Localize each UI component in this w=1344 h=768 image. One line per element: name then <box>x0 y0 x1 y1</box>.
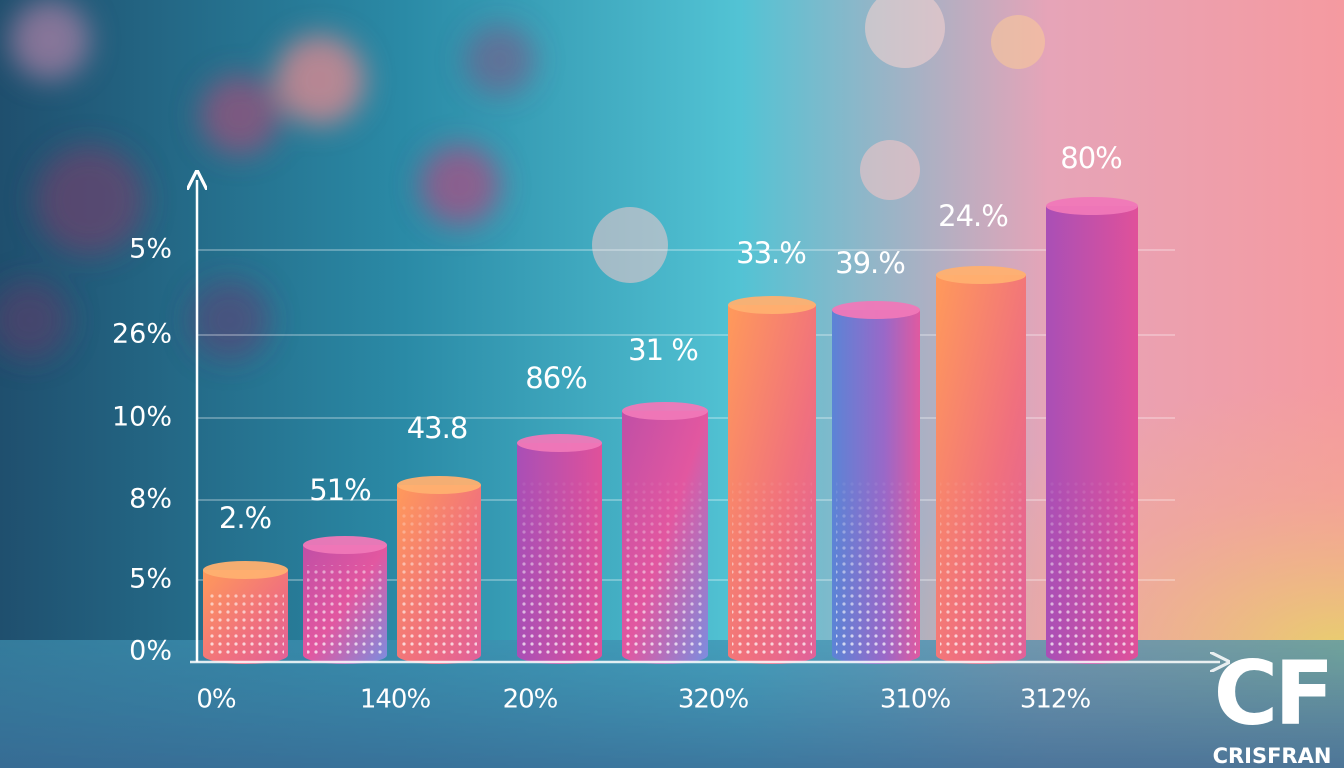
bar-top <box>203 561 288 579</box>
bar-top <box>832 301 920 319</box>
bar-top <box>622 402 708 420</box>
logo: CF <box>1214 642 1331 745</box>
bar-label: 39.% <box>835 246 905 280</box>
bar-label: 43.8 <box>407 411 468 445</box>
bar-label: 33.% <box>736 236 806 270</box>
y-axis-label: 8% <box>129 484 172 515</box>
bar-dots <box>401 505 477 655</box>
y-axis-label: 5% <box>129 564 172 595</box>
bar-dots <box>732 480 812 655</box>
y-axis-label: 5% <box>129 234 172 265</box>
bar-dots <box>940 480 1022 655</box>
brand-name: CRISFRAN <box>1213 744 1332 768</box>
x-axis-label: 0% <box>196 685 236 715</box>
bar-top <box>728 296 816 314</box>
bar-dots <box>836 480 916 655</box>
y-axis-label: 0% <box>129 636 172 667</box>
bar-label: 80% <box>1060 141 1121 175</box>
y-axis-label: 26% <box>112 319 172 350</box>
bar-top <box>303 536 387 554</box>
labels: 5% 26% 10% 8% 5% 0% 2.% 51% 43.8 86% 31 % 33.% 39.% 2… <box>112 141 1123 715</box>
cylinder <box>1046 197 1138 664</box>
bar-dots <box>626 480 704 655</box>
x-axis-label: 320% <box>678 685 749 715</box>
y-axis-label: 10% <box>112 402 172 433</box>
cylinder <box>622 402 708 664</box>
cylinder <box>728 296 816 664</box>
bar-dots <box>521 480 598 655</box>
cylinder <box>832 301 920 664</box>
bar-top <box>1046 197 1138 215</box>
cylinder <box>517 434 602 664</box>
x-axis-label: 140% <box>360 685 431 715</box>
cylinder <box>303 536 387 664</box>
cylinder <box>203 561 288 664</box>
bar-dots <box>207 590 284 655</box>
x-axis-label: 310% <box>880 685 951 715</box>
bar-dots <box>1050 480 1134 655</box>
bar-label: 31 % <box>628 333 698 367</box>
x-axis-label: 312% <box>1020 685 1091 715</box>
bars <box>203 197 1138 664</box>
bar-dots <box>307 565 383 655</box>
bar-top <box>936 266 1026 284</box>
x-axis-label: 20% <box>503 685 558 715</box>
cylinder <box>936 266 1026 664</box>
bar-top <box>397 476 481 494</box>
bar-label: 2.% <box>219 501 271 535</box>
bar-label: 51% <box>309 473 370 507</box>
bar-label: 24.% <box>938 199 1008 233</box>
bar-label: 86% <box>525 361 586 395</box>
bar-top <box>517 434 602 452</box>
cylinder <box>397 476 481 664</box>
bokeh-light <box>592 0 1045 283</box>
bokeh <box>0 0 535 360</box>
